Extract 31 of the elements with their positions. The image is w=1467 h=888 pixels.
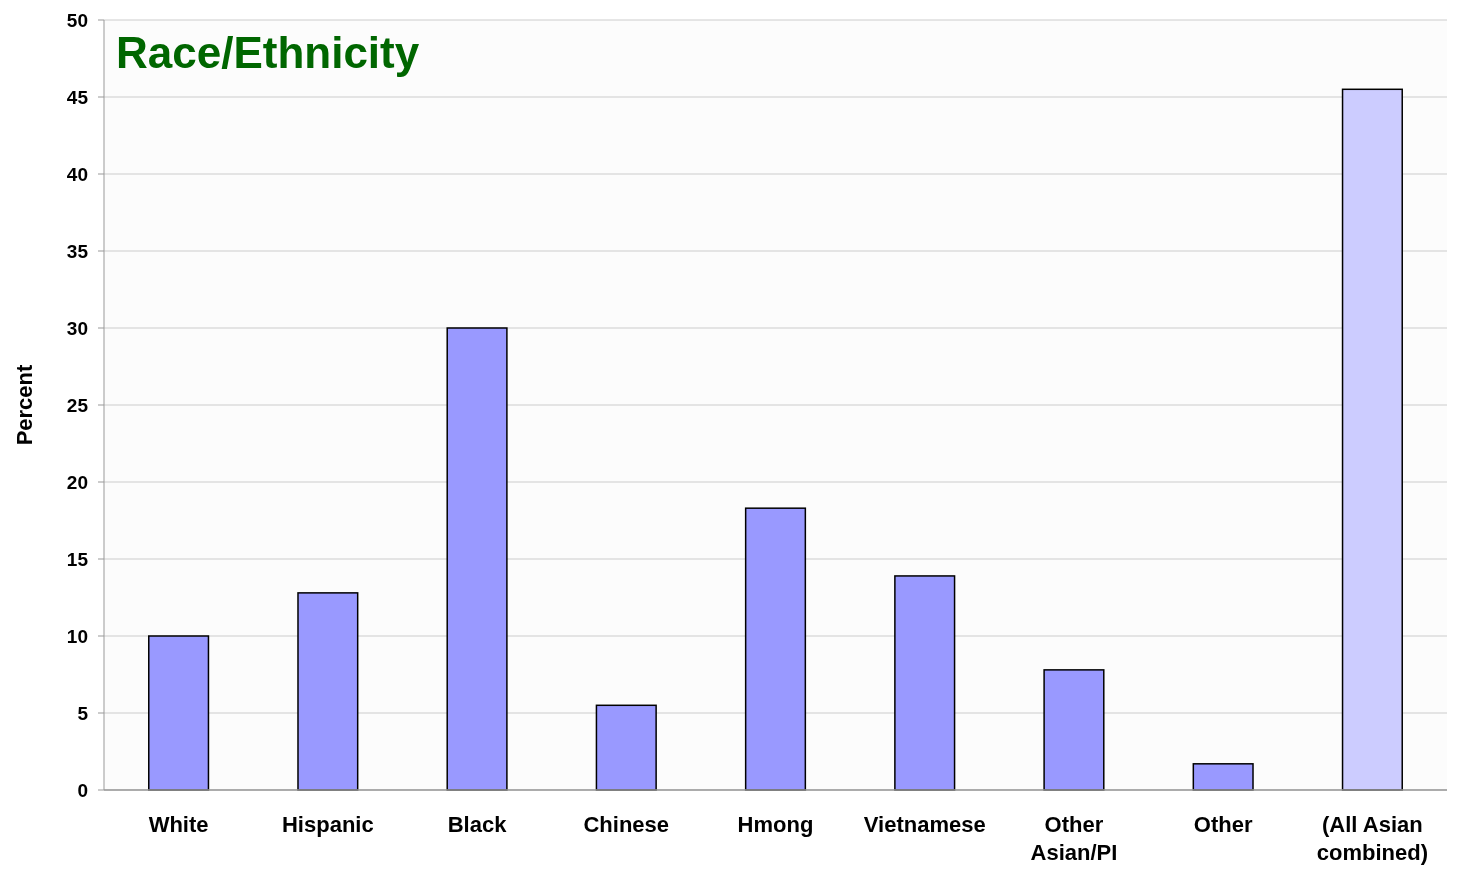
x-tick-label: Other — [1193, 812, 1253, 837]
chart-title: Race/Ethnicity — [116, 28, 420, 77]
y-tick-label: 0 — [77, 779, 88, 801]
bar — [297, 592, 359, 791]
y-tick-label: 30 — [66, 317, 88, 339]
bar — [1192, 763, 1254, 791]
x-tick-label: Hmong — [737, 812, 814, 837]
y-tick-label: 50 — [66, 9, 88, 31]
bar — [1043, 669, 1105, 791]
y-tick-label: 15 — [66, 548, 89, 570]
x-tick-label: Other Asian/PI — [1030, 812, 1118, 865]
y-tick-label: 40 — [66, 163, 88, 185]
bar — [744, 507, 807, 791]
bar — [894, 575, 956, 791]
y-tick-label: 20 — [66, 471, 88, 493]
x-tick-label: Chinese — [583, 812, 670, 837]
x-tick-label: White — [148, 812, 209, 837]
y-tick-label: 25 — [66, 394, 89, 416]
y-tick-label: 10 — [66, 625, 88, 647]
bar — [148, 635, 210, 791]
x-tick-label: Vietnamese — [863, 812, 986, 837]
bar — [446, 327, 508, 791]
y-tick-label: 35 — [66, 240, 89, 262]
x-tick-label: (All Asian combined) — [1316, 812, 1429, 865]
y-tick-label: 45 — [66, 86, 89, 108]
bar — [595, 704, 657, 791]
x-tick-label: Hispanic — [281, 812, 374, 837]
y-tick-label: 5 — [77, 702, 89, 724]
x-tick-label: Black — [447, 812, 508, 837]
bar — [1341, 88, 1403, 791]
y-axis-title: Percent — [12, 363, 37, 446]
